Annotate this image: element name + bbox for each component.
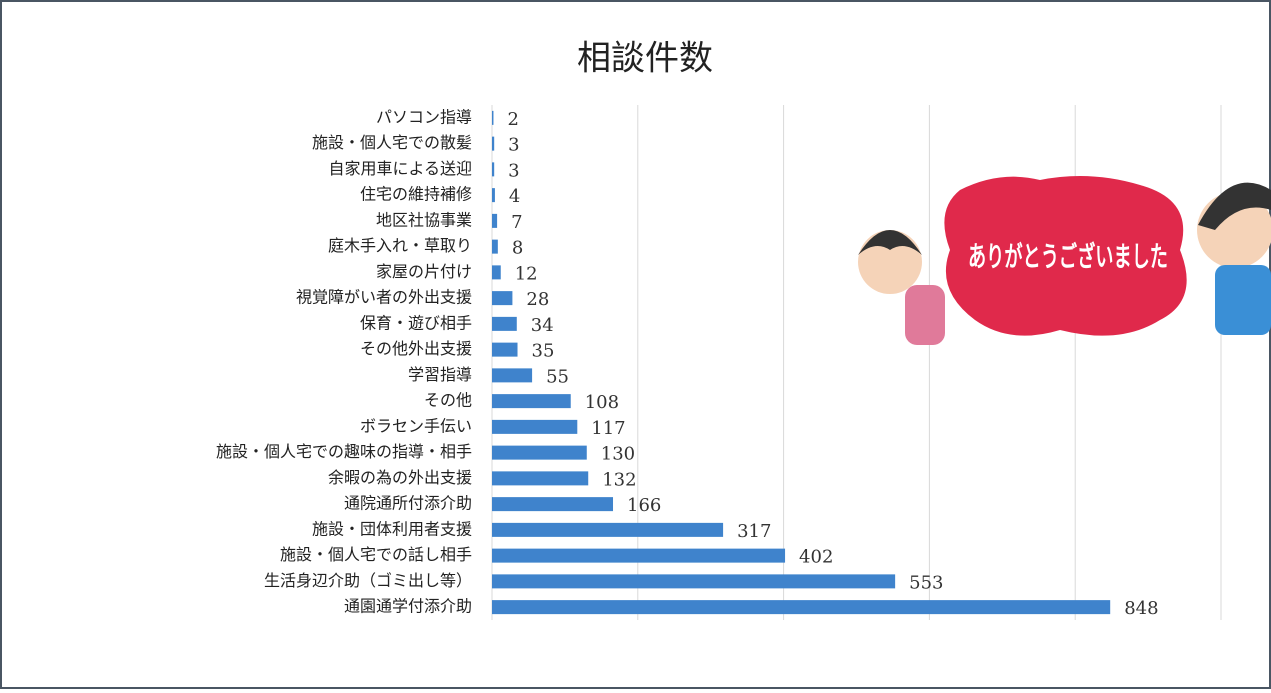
value-label: 3: [508, 160, 519, 181]
bar: [492, 600, 1110, 614]
value-label: 317: [737, 521, 771, 542]
value-label: 7: [511, 212, 522, 233]
y-tick-label: 施設・団体利用者支援: [312, 519, 472, 538]
value-label: 130: [601, 444, 635, 465]
chart: 相談件数 パソコン指導 2 施設・個人宅での散髪 3 自家用車による送迎 3 住宅の維持補修…: [0, 0, 1271, 689]
y-tick-label: 視覚障がい者の外出支援: [296, 288, 472, 307]
y-tick-label: 保育・遊び相手: [360, 313, 472, 332]
value-label: 8: [512, 238, 523, 259]
value-label: 12: [515, 263, 538, 284]
bar: [492, 265, 501, 279]
bar: [492, 368, 532, 382]
y-tick-label: その他: [424, 391, 472, 410]
y-tick-label: 施設・個人宅での趣味の指導・相手: [216, 442, 472, 461]
y-tick-label: 学習指導: [408, 365, 472, 384]
y-tick-label: パソコン指導: [376, 107, 472, 126]
bar: [492, 162, 494, 176]
value-label: 4: [509, 186, 520, 207]
bar: [492, 111, 493, 125]
y-tick-label: 住宅の維持補修: [360, 185, 472, 204]
value-label: 848: [1124, 598, 1158, 619]
value-label: 108: [585, 392, 619, 413]
bar: [492, 471, 588, 485]
bar: [492, 188, 495, 202]
bar: [492, 549, 785, 563]
bar: [492, 291, 512, 305]
y-tick-label: その他外出支援: [360, 339, 472, 358]
y-tick-label: 地区社協事業: [376, 210, 472, 229]
y-tick-label: 自家用車による送迎: [328, 159, 472, 178]
y-tick-label: 庭木手入れ・草取り: [328, 236, 472, 255]
annotation: ありがとうございました: [968, 240, 1168, 273]
y-tick-label: 施設・個人宅での話し相手: [280, 545, 472, 564]
bar: [492, 214, 497, 228]
y-tick-label: 通院通所付添介助: [344, 494, 472, 513]
value-label: 402: [799, 547, 833, 568]
bar: [492, 240, 498, 254]
y-tick-label: 余暇の為の外出支援: [328, 468, 472, 487]
value-label: 35: [532, 341, 555, 362]
value-label: 2: [507, 109, 518, 130]
bar: [492, 497, 613, 511]
bar: [492, 317, 517, 331]
value-label: 132: [602, 469, 636, 490]
bar: [492, 420, 577, 434]
bar: [492, 446, 587, 460]
bar: [492, 394, 571, 408]
bar: [492, 574, 895, 588]
value-label: 117: [591, 418, 625, 439]
bar: [492, 137, 494, 151]
value-label: 55: [546, 366, 569, 387]
boy-body: [1215, 265, 1271, 335]
y-tick-label: 生活身辺介助（ゴミ出し等）: [264, 571, 472, 590]
value-label: 34: [531, 315, 554, 336]
y-tick-label: 家屋の片付け: [376, 262, 472, 281]
value-label: 28: [526, 289, 549, 310]
y-tick-label: 通園通学付添介助: [344, 597, 472, 616]
y-tick-label: ボラセン手伝い: [360, 416, 472, 435]
value-label: 166: [627, 495, 661, 516]
bar: [492, 343, 518, 357]
value-label: 553: [909, 572, 943, 593]
chart-title: 相談件数: [577, 39, 713, 79]
bar: [492, 523, 723, 537]
y-tick-label: 施設・個人宅での散髪: [312, 133, 472, 152]
girl-body: [905, 285, 945, 345]
value-label: 3: [508, 135, 519, 156]
